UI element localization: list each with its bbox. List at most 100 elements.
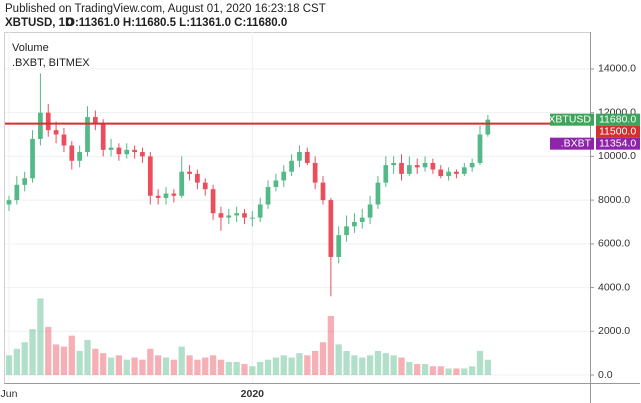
candle-body: [116, 147, 122, 155]
candle-body: [414, 165, 420, 168]
candle-body: [6, 200, 12, 205]
candle-body: [485, 119, 491, 135]
price-tag: [596, 137, 640, 150]
volume-bar: [335, 344, 342, 376]
volume-bar: [21, 342, 28, 376]
volume-bar: [382, 353, 389, 376]
candle-body: [297, 152, 302, 161]
symbol-tag-label: .BXBT: [561, 137, 592, 149]
volume-bar: [170, 359, 177, 376]
volume-bar: [194, 359, 201, 376]
volume-bar: [241, 364, 248, 376]
volume-bar: [68, 335, 75, 376]
candle-body: [438, 169, 444, 177]
volume-bar: [29, 329, 36, 376]
candle-body: [249, 217, 255, 219]
candle-body: [163, 193, 169, 198]
volume-bar: [327, 315, 334, 376]
volume-bar: [406, 361, 413, 376]
candle-body: [226, 215, 232, 218]
volume-bar: [155, 355, 162, 376]
y-tick-label: 2000.0: [598, 325, 630, 337]
candle-body: [281, 171, 287, 181]
y-tick-label: 10000.0: [598, 150, 636, 162]
volume-bar: [131, 357, 138, 376]
candle-body: [328, 200, 334, 257]
candle-body: [85, 117, 90, 153]
candle-body: [218, 213, 224, 218]
candle-body: [446, 171, 451, 177]
volume-bar: [233, 361, 240, 376]
candle-body: [367, 204, 373, 218]
candle-body: [77, 152, 83, 161]
price-tag: [596, 125, 640, 138]
candle-body: [155, 195, 161, 198]
volume-bar: [296, 353, 303, 376]
candle-body: [399, 162, 404, 174]
volume-bar: [421, 364, 429, 376]
candle-body: [344, 226, 349, 236]
volume-bar: [445, 368, 452, 376]
volume-bar: [461, 368, 468, 376]
candle-body: [69, 145, 75, 161]
candle-body: [383, 165, 389, 183]
volume-bar: [76, 350, 83, 376]
candle-body: [45, 112, 51, 131]
candle-body: [38, 112, 43, 139]
volume-bar: [359, 357, 366, 376]
header-title: Published on TradingView.com, August 01,…: [5, 3, 326, 15]
candle-body: [391, 162, 397, 166]
price-tag-label: 11680.0: [599, 113, 636, 125]
volume-bar: [217, 359, 225, 376]
symbol-tag: [550, 113, 594, 126]
candle-body: [22, 178, 28, 185]
price-tag-label: 11354.0: [599, 137, 636, 149]
y-tick-label: 6000.0: [598, 238, 630, 250]
candle-body: [273, 180, 279, 188]
candle-body: [406, 165, 412, 174]
volume-bar: [5, 355, 13, 376]
volume-bar: [398, 357, 405, 376]
candle-body: [132, 149, 137, 153]
volume-bar: [13, 348, 20, 376]
volume-bar: [264, 359, 272, 376]
price-tag-label: 11500.0: [599, 125, 636, 137]
candle-body: [477, 134, 483, 163]
volume-bar: [249, 366, 256, 376]
volume-bar: [319, 342, 327, 376]
volume-bar: [343, 350, 350, 376]
volume-bar: [429, 366, 437, 376]
volume-bar: [37, 298, 44, 376]
candle-body: [140, 152, 145, 157]
candle-body: [312, 162, 318, 183]
volume-bar: [366, 355, 374, 376]
candle-body: [187, 171, 192, 174]
volume-bar: [280, 355, 287, 376]
candle-body: [179, 171, 185, 196]
volume-bar: [202, 357, 209, 376]
candle-body: [289, 160, 294, 172]
candle-body: [171, 193, 177, 196]
volume-bar: [162, 357, 170, 376]
volume-bar: [257, 361, 264, 376]
volume-bar: [288, 357, 295, 376]
volume-bar: [52, 344, 60, 376]
candle-body: [454, 171, 459, 174]
candle-body: [195, 173, 200, 183]
symbol-tag: [550, 137, 594, 150]
y-tick-label: 8000.0: [598, 194, 630, 206]
y-tick-label: 0.0: [598, 369, 613, 381]
volume-bar: [312, 350, 319, 376]
volume-bar: [390, 355, 397, 376]
candle-body: [234, 213, 240, 216]
candle-body: [210, 189, 216, 214]
volume-bar: [374, 350, 382, 376]
candle-body: [61, 134, 67, 146]
candle-body: [422, 162, 428, 168]
candle-body: [430, 162, 436, 170]
y-tick-label: 14000.0: [598, 63, 636, 75]
volume-bar: [437, 366, 444, 376]
volume-bar: [272, 357, 280, 376]
